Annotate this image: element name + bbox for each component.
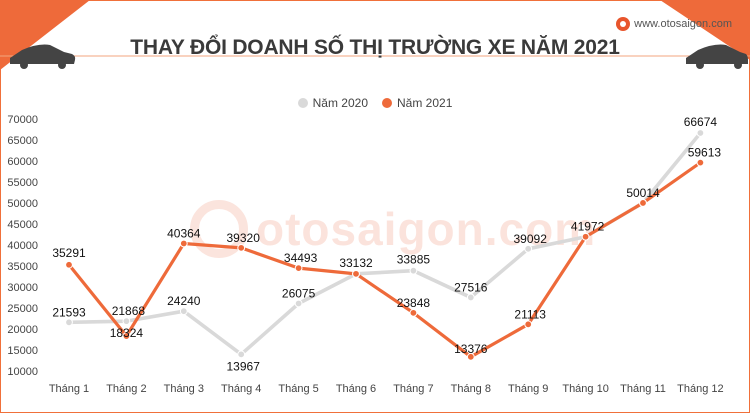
legend-item-2020: Năm 2020	[297, 96, 368, 110]
site-brand: www.otosaigon.com	[616, 17, 732, 31]
data-point-2021	[179, 239, 188, 248]
data-label: 39320	[227, 231, 261, 245]
legend-dot-2021-icon	[382, 98, 392, 108]
corner-right-shape	[660, 0, 750, 60]
data-label: 23848	[397, 296, 431, 310]
y-tick-label: 40000	[7, 240, 38, 252]
y-tick-label: 70000	[7, 114, 38, 126]
data-label: 13967	[227, 359, 261, 373]
data-label: 66674	[684, 115, 718, 129]
x-tick-label: Tháng 1	[49, 383, 89, 395]
data-label: 41972	[571, 220, 605, 234]
car-right-icon	[686, 44, 748, 69]
y-tick-label: 20000	[7, 324, 38, 336]
y-tick-label: 15000	[7, 345, 38, 357]
y-tick-label: 10000	[7, 366, 38, 378]
data-point-2021	[294, 264, 303, 273]
data-point-2020	[524, 244, 533, 253]
x-tick-label: Tháng 3	[164, 383, 204, 395]
data-point-2020	[294, 299, 303, 308]
x-tick-label: Tháng 7	[393, 383, 433, 395]
y-tick-label: 50000	[7, 198, 38, 210]
x-tick-label: Tháng 2	[106, 383, 146, 395]
data-label: 39092	[514, 232, 548, 246]
data-point-2021	[639, 199, 647, 207]
car-left-icon	[10, 44, 76, 69]
data-point-2020	[179, 307, 188, 316]
data-label: 26075	[282, 286, 316, 300]
data-label: 21113	[514, 307, 546, 321]
data-label: 21868	[112, 304, 146, 318]
data-label: 33885	[397, 253, 431, 267]
x-tick-label: Tháng 8	[451, 383, 491, 395]
x-tick-label: Tháng 10	[562, 383, 608, 395]
chart-title: THAY ĐỔI DOANH SỐ THỊ TRƯỜNG XE NĂM 2021	[130, 36, 620, 59]
y-tick-label: 60000	[7, 156, 38, 168]
data-label: 18324	[110, 326, 144, 340]
data-point-2021	[409, 308, 418, 317]
x-tick-label: Tháng 6	[336, 383, 376, 395]
data-point-2021	[65, 260, 73, 269]
data-point-2020	[409, 266, 418, 275]
x-tick-label: Tháng 12	[677, 383, 723, 395]
data-label: 40364	[167, 226, 201, 240]
site-logo-icon	[616, 17, 631, 31]
data-point-2021	[122, 332, 131, 340]
data-label: 35291	[52, 246, 86, 260]
x-tick-label: Tháng 11	[620, 383, 666, 395]
data-point-2021	[524, 320, 533, 329]
data-point-2021	[466, 352, 475, 361]
x-tick-label: Tháng 4	[221, 383, 261, 395]
y-tick-label: 35000	[7, 261, 38, 273]
y-tick-label: 25000	[7, 303, 38, 315]
watermark-logo-icon	[190, 200, 248, 258]
data-point-2020	[65, 318, 73, 327]
data-label: 24240	[167, 294, 201, 308]
legend-label-2020: Năm 2020	[312, 96, 368, 110]
data-label: 21593	[52, 305, 86, 319]
data-point-2021	[581, 232, 590, 241]
y-tick-label: 55000	[7, 177, 38, 189]
legend-dot-2020-icon	[297, 98, 308, 108]
data-point-2021	[352, 269, 360, 278]
x-tick-label: Tháng 5	[278, 383, 318, 395]
y-tick-label: 45000	[7, 219, 38, 231]
data-point-2020	[122, 317, 131, 326]
data-point-2020	[696, 129, 705, 137]
site-url: www.otosaigon.com	[634, 18, 732, 30]
data-point-2020	[466, 293, 475, 302]
data-point-2021	[696, 158, 705, 167]
data-label: 59613	[688, 146, 722, 160]
data-point-2021	[237, 243, 246, 252]
x-tick-label: Tháng 9	[508, 383, 548, 395]
data-label: 27516	[454, 280, 488, 294]
data-label: 33132	[339, 256, 373, 270]
legend-item-2021: Năm 2021	[382, 96, 452, 110]
data-point-2020	[237, 350, 246, 359]
chart-legend: Năm 2020 Năm 2021	[0, 96, 750, 110]
y-tick-label: 30000	[7, 282, 38, 294]
data-label: 13376	[454, 342, 488, 356]
y-tick-label: 65000	[7, 135, 38, 147]
series-line-2020	[68, 131, 702, 357]
legend-label-2021: Năm 2021	[397, 96, 453, 110]
data-label: 50014	[626, 186, 660, 200]
data-label: 34493	[284, 251, 318, 265]
series-line-2021	[67, 161, 702, 359]
header-decoration	[0, 0, 750, 70]
